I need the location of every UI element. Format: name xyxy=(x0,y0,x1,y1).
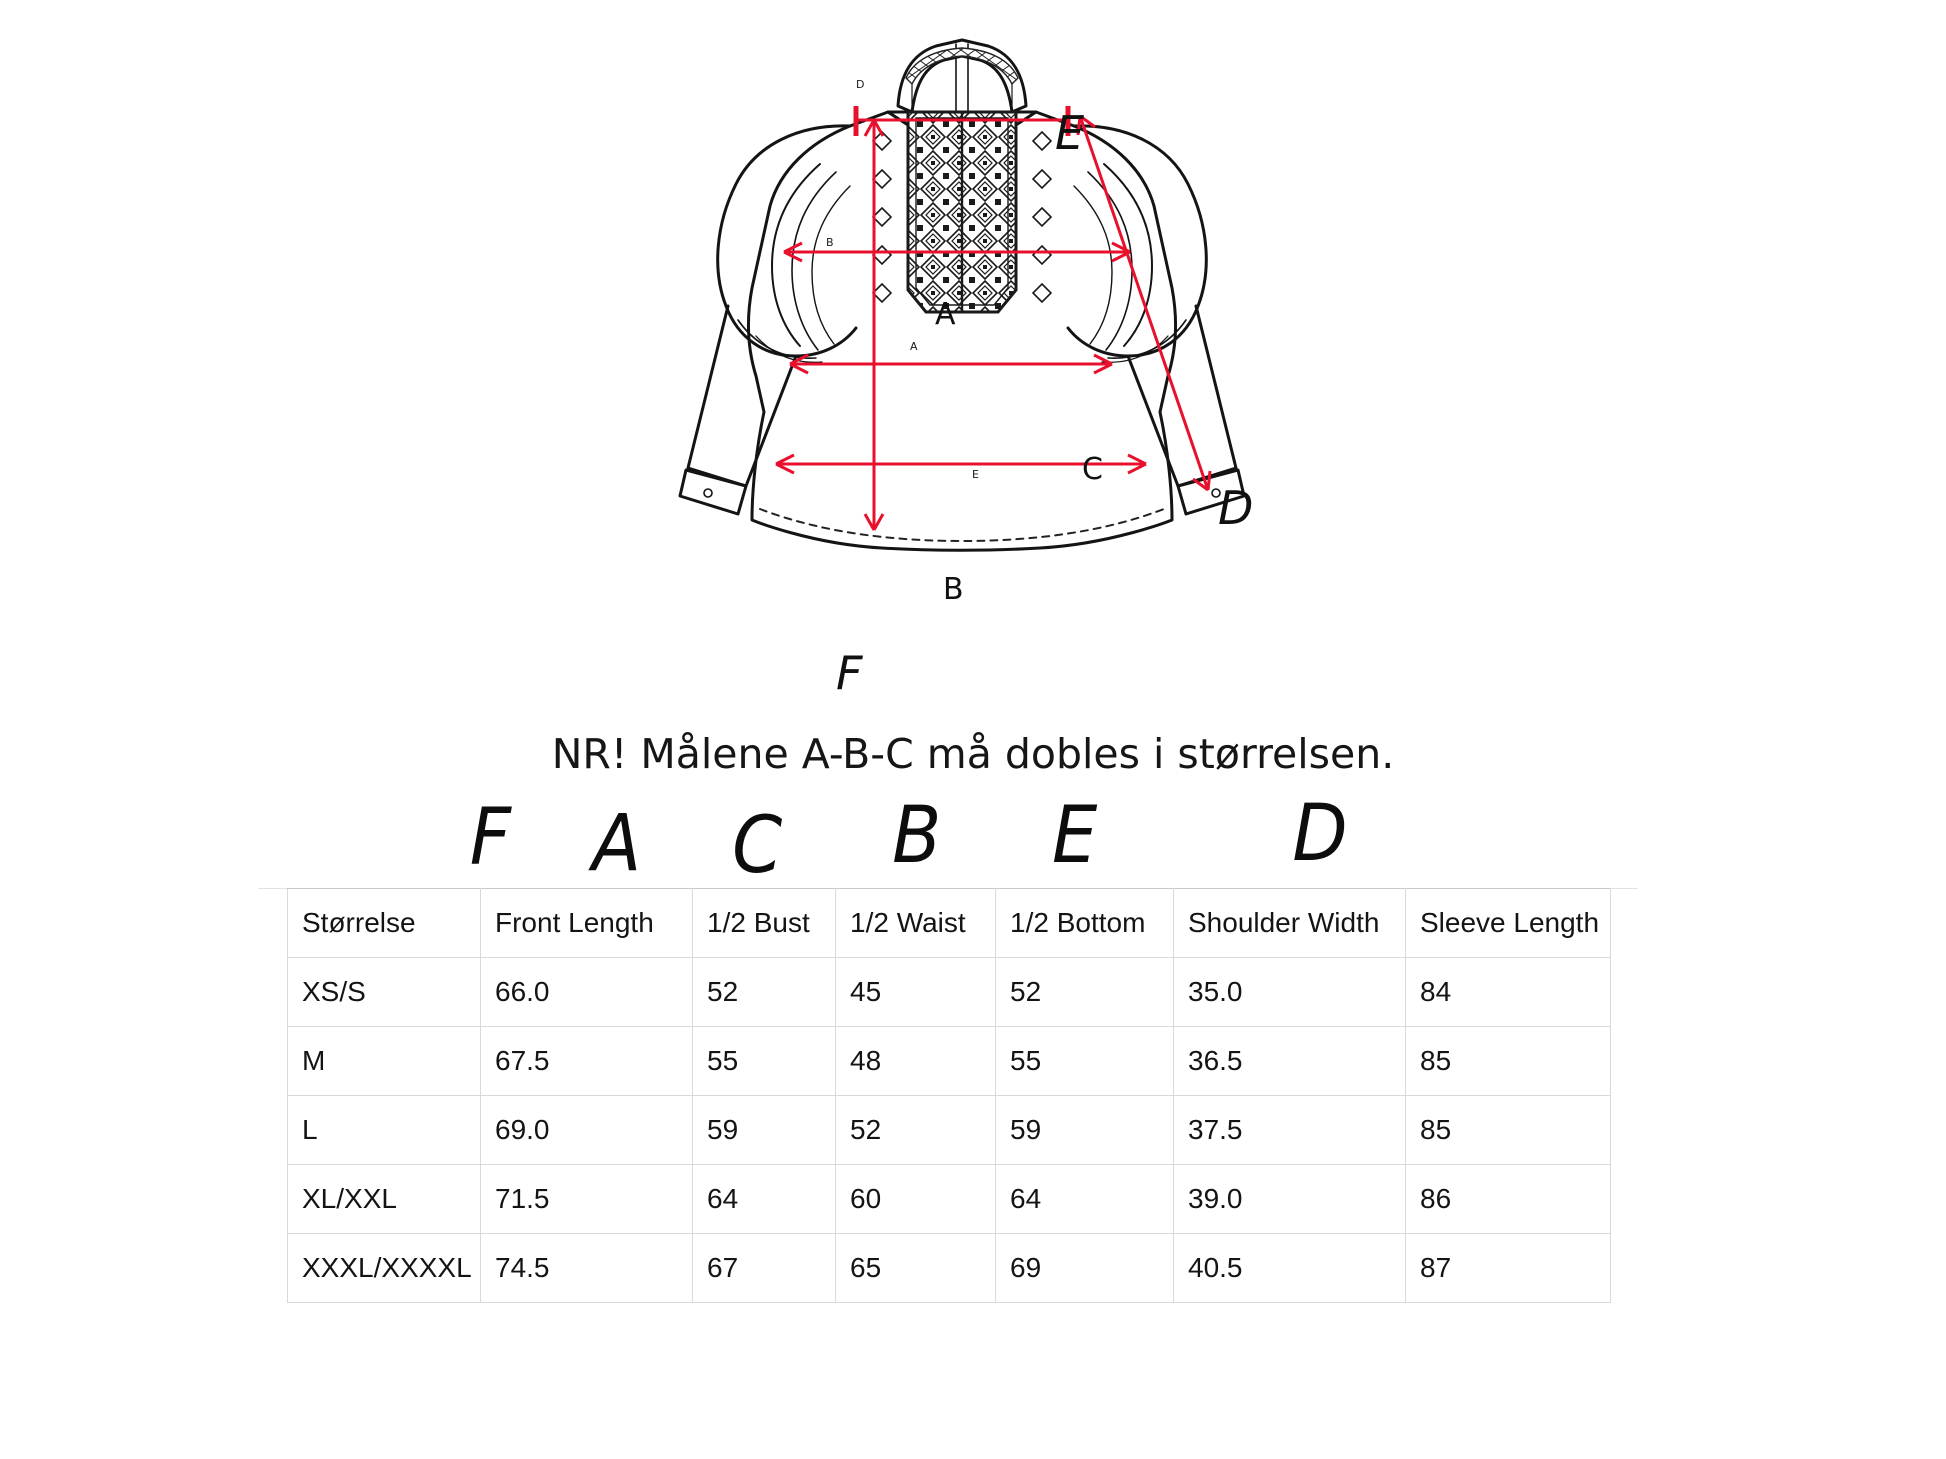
cell-shoulder-width: 40.5 xyxy=(1173,1233,1406,1303)
cell-half-waist: 52 xyxy=(835,1095,996,1165)
cell-half-bust: 55 xyxy=(692,1026,836,1096)
cell-shoulder-width: 36.5 xyxy=(1173,1026,1406,1096)
cell-size: XL/XXL xyxy=(287,1164,481,1234)
cell-half-bottom: 52 xyxy=(995,957,1174,1027)
cell-half-waist: 60 xyxy=(835,1164,996,1234)
column-key-letter-e: E xyxy=(1051,791,1098,881)
cell-half-bottom: 59 xyxy=(995,1095,1174,1165)
cell-sleeve-length: 84 xyxy=(1405,957,1611,1027)
figure-label-e: E xyxy=(1055,106,1085,160)
column-header-half-bust: 1/2 Bust xyxy=(692,888,836,958)
cell-shoulder-width: 35.0 xyxy=(1173,957,1406,1027)
table-row: L 69.0 59 52 59 37.5 85 xyxy=(287,1095,1611,1165)
size-chart-table-wrapper: Størrelse Front Length 1/2 Bust 1/2 Wais… xyxy=(287,888,1611,1303)
figure-label-a: A xyxy=(935,297,956,332)
cell-sleeve-length: 85 xyxy=(1405,1095,1611,1165)
cell-half-waist: 65 xyxy=(835,1233,996,1303)
table-row: M 67.5 55 48 55 36.5 85 xyxy=(287,1026,1611,1096)
cell-front-length: 74.5 xyxy=(480,1233,693,1303)
column-key-letters: F A C B E D xyxy=(290,795,1610,890)
figure-label-c: C xyxy=(1082,452,1103,487)
cell-half-bottom: 64 xyxy=(995,1164,1174,1234)
column-header-size: Størrelse xyxy=(287,888,481,958)
cell-sleeve-length: 86 xyxy=(1405,1164,1611,1234)
cell-shoulder-width: 39.0 xyxy=(1173,1164,1406,1234)
cell-sleeve-length: 87 xyxy=(1405,1233,1611,1303)
table-row: XS/S 66.0 52 45 52 35.0 84 xyxy=(287,957,1611,1027)
cell-front-length: 66.0 xyxy=(480,957,693,1027)
size-chart-table: Størrelse Front Length 1/2 Bust 1/2 Wais… xyxy=(287,888,1611,1303)
column-header-half-waist: 1/2 Waist xyxy=(835,888,996,958)
column-key-letter-f: F xyxy=(469,793,512,883)
svg-text:D: D xyxy=(856,78,864,91)
table-row: XL/XXL 71.5 64 60 64 39.0 86 xyxy=(287,1164,1611,1234)
cell-shoulder-width: 37.5 xyxy=(1173,1095,1406,1165)
cell-front-length: 67.5 xyxy=(480,1026,693,1096)
cell-size: M xyxy=(287,1026,481,1096)
measurement-note: NR! Målene A-B-C må dobles i størrelsen. xyxy=(551,730,1395,778)
column-key-letter-c: C xyxy=(732,801,783,891)
column-key-letter-d: D xyxy=(1292,789,1348,879)
column-key-letter-b: B xyxy=(892,791,942,881)
cell-half-bust: 59 xyxy=(692,1095,836,1165)
column-header-sleeve-length: Sleeve Length xyxy=(1405,888,1611,958)
garment-illustration-area: D B E A E D C B A F xyxy=(660,20,1300,720)
cell-front-length: 71.5 xyxy=(480,1164,693,1234)
column-header-front-length: Front Length xyxy=(480,888,693,958)
table-row: XXXL/XXXXL 74.5 67 65 69 40.5 87 xyxy=(287,1233,1611,1303)
column-key-letter-a: A xyxy=(592,799,642,889)
cell-sleeve-length: 85 xyxy=(1405,1026,1611,1096)
svg-text:E: E xyxy=(972,468,979,481)
cell-front-length: 69.0 xyxy=(480,1095,693,1165)
cell-size: L xyxy=(287,1095,481,1165)
cell-half-waist: 45 xyxy=(835,957,996,1027)
garment-technical-drawing: D B E A xyxy=(660,20,1300,720)
figure-label-d: D xyxy=(1218,481,1254,535)
cell-half-bust: 64 xyxy=(692,1164,836,1234)
figure-label-f: F xyxy=(836,646,863,700)
cell-half-bottom: 69 xyxy=(995,1233,1174,1303)
column-header-half-bottom: 1/2 Bottom xyxy=(995,888,1174,958)
cell-half-bust: 67 xyxy=(692,1233,836,1303)
figure-label-b: B xyxy=(943,572,964,607)
cell-half-bottom: 55 xyxy=(995,1026,1174,1096)
cell-half-waist: 48 xyxy=(835,1026,996,1096)
svg-text:B: B xyxy=(826,236,834,249)
svg-text:A: A xyxy=(910,340,918,353)
column-header-shoulder-width: Shoulder Width xyxy=(1173,888,1406,958)
cell-size: XS/S xyxy=(287,957,481,1027)
cell-size: XXXL/XXXXL xyxy=(287,1233,481,1303)
table-header-row: Størrelse Front Length 1/2 Bust 1/2 Wais… xyxy=(287,888,1611,958)
cell-half-bust: 52 xyxy=(692,957,836,1027)
